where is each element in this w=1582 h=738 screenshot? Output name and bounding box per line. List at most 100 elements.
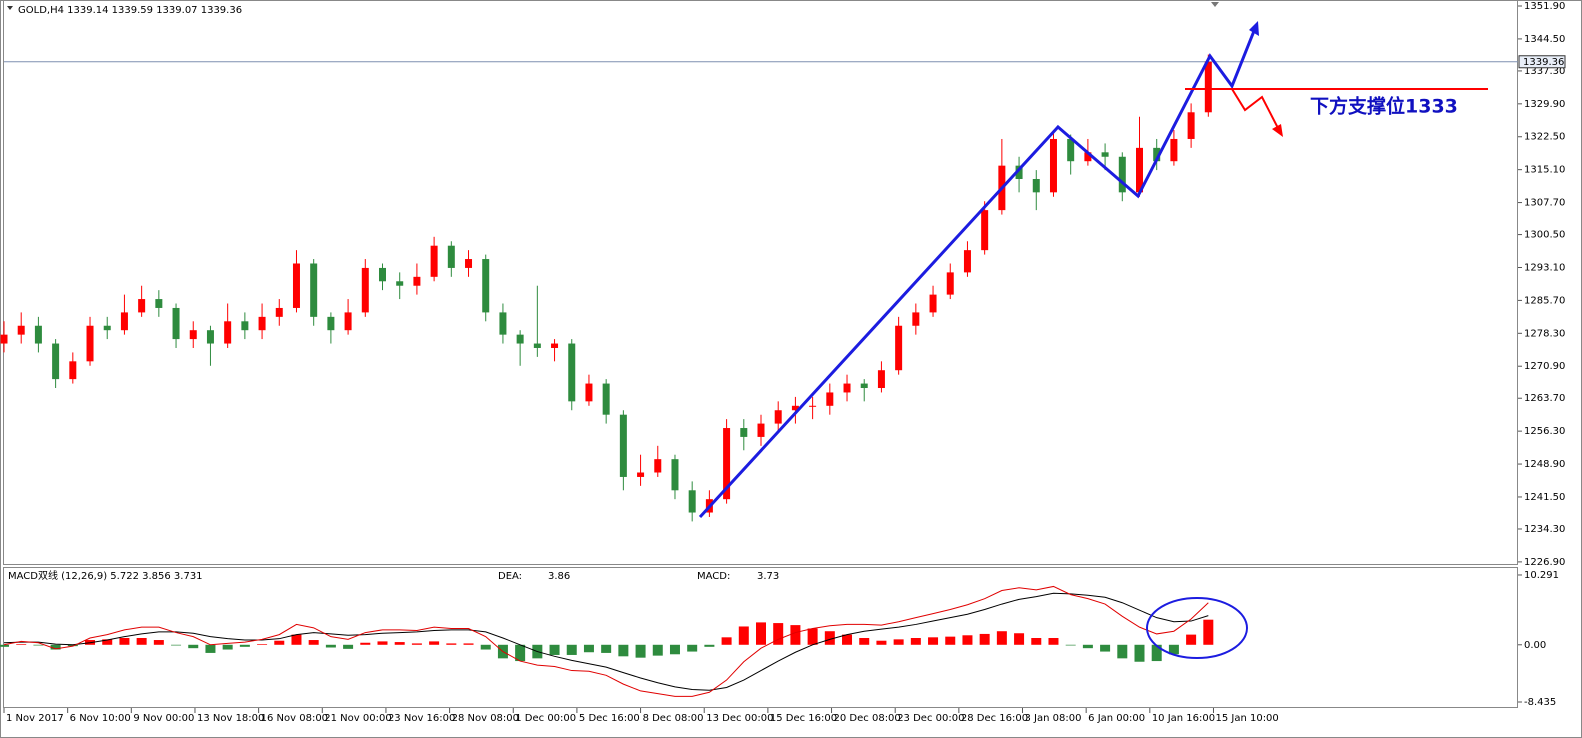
histogram-bar <box>119 638 130 645</box>
candle-body <box>86 325 94 362</box>
histogram-bar <box>962 635 973 645</box>
histogram-bar <box>601 644 612 653</box>
histogram-bar <box>239 644 250 647</box>
histogram-bar <box>1065 644 1076 646</box>
macd-label: MACD: <box>697 571 730 582</box>
y-tick-label: 1322.50 <box>1524 132 1565 143</box>
macd-value: 3.73 <box>757 571 779 582</box>
candle-body <box>723 428 731 500</box>
candle-body <box>396 281 404 286</box>
x-tick-label: 13 Nov 18:00 <box>197 713 264 724</box>
candle-body <box>1067 138 1075 162</box>
histogram-bar <box>153 640 164 645</box>
blue-arrowhead <box>1249 21 1259 36</box>
macd-line <box>3 585 1209 697</box>
histogram-bar <box>928 637 939 645</box>
y-tick-label: 1315.10 <box>1524 165 1565 176</box>
histogram-bar <box>996 631 1007 645</box>
x-tick-label: 5 Dec 16:00 <box>579 713 640 724</box>
candle-body <box>533 343 541 348</box>
y-tick-label: 1256.30 <box>1524 426 1565 437</box>
candle-body <box>912 312 920 326</box>
candle-body <box>1032 178 1040 193</box>
candle-body <box>551 343 559 348</box>
candle-body <box>619 414 627 477</box>
candle-body <box>946 272 954 295</box>
candle-body <box>224 321 232 344</box>
x-tick-label: 21 Nov 00:00 <box>324 713 391 724</box>
x-tick-label: 28 Nov 08:00 <box>452 713 519 724</box>
histogram-bar <box>205 644 216 653</box>
candle-body <box>0 334 8 344</box>
y-tick-label: 1300.50 <box>1524 230 1565 241</box>
candle-body <box>774 410 782 424</box>
red-zigzag <box>1231 88 1281 133</box>
candle-body <box>155 299 163 308</box>
histogram-bar <box>102 639 113 645</box>
histogram-bar <box>429 641 440 645</box>
y-tick-label: 1234.30 <box>1524 524 1565 535</box>
x-tick-label: 15 Jan 10:00 <box>1215 713 1278 724</box>
macd-panel <box>3 567 1518 708</box>
y-tick-label: 1293.10 <box>1524 262 1565 273</box>
candle-body <box>826 392 834 406</box>
histogram-bar <box>566 644 577 655</box>
candle-body <box>963 250 971 273</box>
shift-marker <box>1211 2 1219 7</box>
y-tick-label: 1337.30 <box>1524 66 1565 77</box>
histogram-bar <box>171 644 182 646</box>
x-tick-label: 13 Dec 00:00 <box>706 713 773 724</box>
histogram-bar <box>343 644 354 649</box>
price-header: GOLD,H4 1339.14 1339.59 1339.07 1339.36 <box>18 5 242 16</box>
histogram-bar <box>222 644 233 650</box>
candle-body <box>447 245 455 268</box>
x-tick-label: 1 Dec 00:00 <box>515 713 576 724</box>
x-tick-label: 16 Nov 08:00 <box>261 713 328 724</box>
candle-body <box>757 423 765 437</box>
candle-body <box>189 330 197 340</box>
histogram-bar <box>893 639 904 645</box>
candle-body <box>1187 112 1195 139</box>
candle-body <box>292 263 300 308</box>
candle-body <box>568 343 576 402</box>
candle-body <box>1015 165 1023 179</box>
histogram-bar <box>1117 644 1128 659</box>
histogram-bar <box>842 634 853 645</box>
histogram-bar <box>291 634 302 645</box>
histogram-bar <box>669 644 680 655</box>
candle-body <box>1101 152 1109 157</box>
histogram-bar <box>325 644 336 648</box>
candle-body <box>258 316 266 331</box>
candle-body <box>172 307 180 340</box>
blue-zigzag <box>698 25 1258 519</box>
histogram-bar <box>704 644 715 647</box>
candle-body <box>860 383 868 389</box>
x-tick-label: 20 Dec 08:00 <box>834 713 901 724</box>
x-tick-label: 15 Dec 16:00 <box>770 713 837 724</box>
x-tick-label: 6 Jan 00:00 <box>1088 713 1145 724</box>
price-label: 1339.36 <box>1523 57 1564 68</box>
histogram-bar <box>188 644 199 649</box>
histogram-bar <box>687 644 698 652</box>
highlight-ellipse <box>1146 597 1248 659</box>
dea-value: 3.86 <box>548 571 570 582</box>
y-tick-label: 1263.70 <box>1524 393 1565 404</box>
signal-line <box>3 592 1209 691</box>
histogram-bar <box>411 643 422 645</box>
histogram-bar <box>1100 644 1111 652</box>
candle-body <box>877 370 885 389</box>
y-tick-label: 1278.30 <box>1524 328 1565 339</box>
y-tick-label: 1285.70 <box>1524 295 1565 306</box>
histogram-bar <box>67 644 78 647</box>
histogram-bar <box>308 640 319 645</box>
histogram-bar <box>1186 634 1197 645</box>
histogram-bar <box>360 642 371 645</box>
candle-body <box>895 325 903 371</box>
histogram-bar <box>1134 644 1145 662</box>
candle-body <box>34 325 42 344</box>
trend-annotation: 下方支撑位1333 <box>698 21 1488 659</box>
histogram-bar <box>463 643 474 645</box>
candle-body <box>585 383 593 402</box>
histogram-bar <box>480 644 491 650</box>
